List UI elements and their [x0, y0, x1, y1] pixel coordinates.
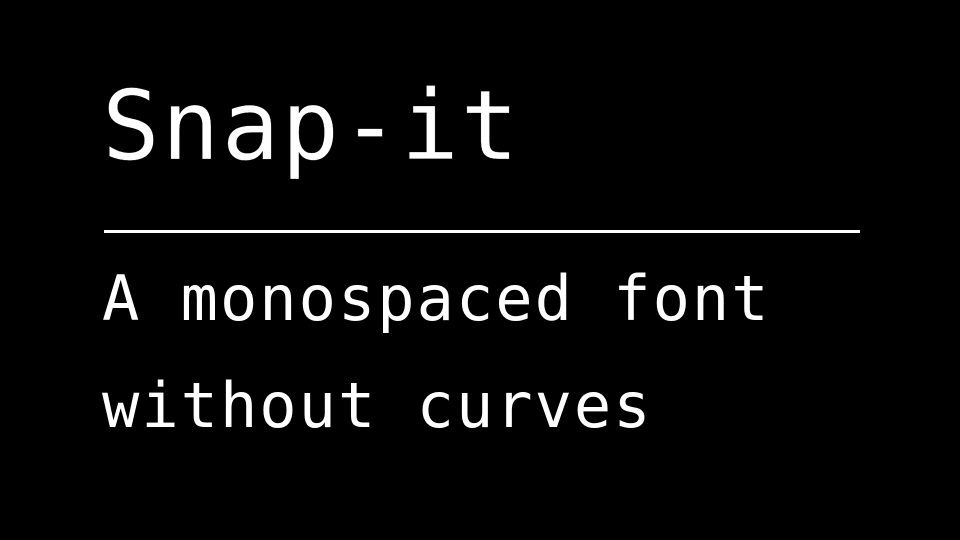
tagline-line-2: without curves — [102, 369, 653, 442]
divider-rule — [104, 230, 860, 233]
font-title: Snap-it — [102, 70, 521, 182]
tagline-line-1: A monospaced font — [102, 262, 771, 335]
